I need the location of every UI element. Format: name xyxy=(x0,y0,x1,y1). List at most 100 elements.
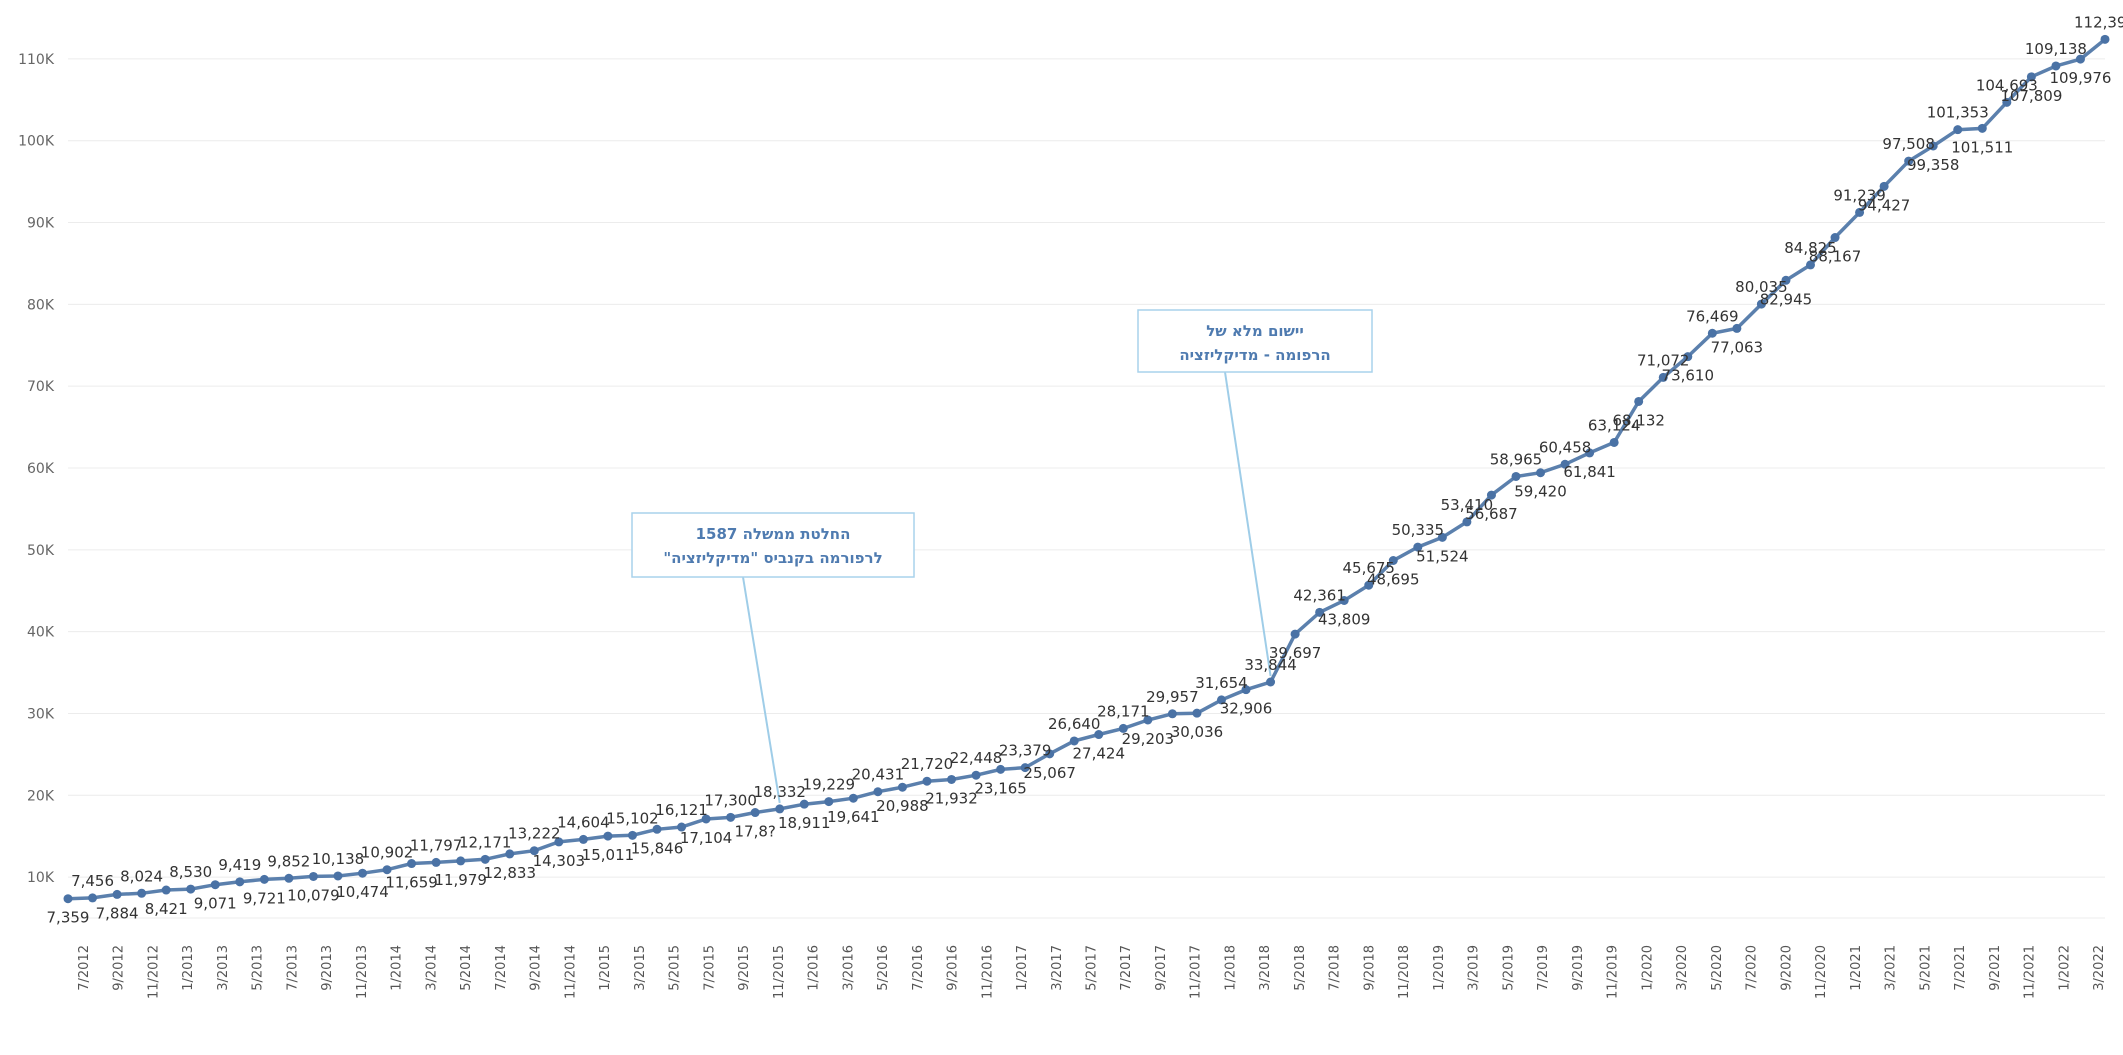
x-tick-label: 3/2017 xyxy=(1050,945,1065,991)
data-label: 12,833 xyxy=(484,864,537,882)
x-tick-label: 3/2022 xyxy=(2092,945,2107,991)
data-label: 50,335 xyxy=(1392,521,1445,539)
data-point xyxy=(88,893,98,903)
data-point xyxy=(873,787,883,797)
data-point xyxy=(1462,517,1472,527)
x-tick-label: 5/2013 xyxy=(251,945,266,991)
data-point xyxy=(677,822,687,832)
x-tick-label: 5/2019 xyxy=(1501,945,1516,991)
x-tick-label: 11/2021 xyxy=(2023,945,2038,999)
data-label: 45,675 xyxy=(1342,559,1395,577)
y-tick-label: 100K xyxy=(18,134,55,150)
x-tick-label: 9/2021 xyxy=(1988,945,2003,991)
x-tick-label: 3/2016 xyxy=(841,945,856,991)
data-label: 42,361 xyxy=(1293,586,1346,604)
x-tick-label: 7/2012 xyxy=(77,945,92,991)
data-point xyxy=(2100,34,2110,44)
data-label: 18,332 xyxy=(753,783,806,801)
data-point xyxy=(1241,685,1251,695)
data-point xyxy=(578,834,588,844)
annotation-arrows xyxy=(742,371,1272,804)
x-tick-label: 3/2014 xyxy=(424,945,439,991)
data-label: 10,902 xyxy=(361,844,414,862)
x-tick-label: 1/2017 xyxy=(1015,945,1030,991)
data-point xyxy=(308,871,318,881)
y-tick-label: 60K xyxy=(27,461,55,477)
data-point xyxy=(1536,468,1546,478)
data-label: 73,610 xyxy=(1662,367,1715,385)
data-point xyxy=(848,793,858,803)
x-tick-label: 7/2019 xyxy=(1536,945,1551,991)
data-label: 9,852 xyxy=(267,852,310,870)
data-point xyxy=(505,849,515,859)
data-point xyxy=(652,824,662,834)
data-label: 17,8? xyxy=(734,823,775,841)
data-point xyxy=(1953,125,1963,135)
data-label: 33,844 xyxy=(1244,656,1297,674)
data-point xyxy=(1437,532,1447,542)
x-tick-label: 11/2014 xyxy=(563,945,578,999)
y-tick-label: 50K xyxy=(27,543,55,559)
data-label: 20,431 xyxy=(852,766,905,784)
data-label: 63,124 xyxy=(1588,416,1641,434)
data-point xyxy=(2026,72,2036,82)
data-label: 14,303 xyxy=(533,852,586,870)
x-tick-label: 11/2015 xyxy=(772,945,787,999)
data-label: 56,687 xyxy=(1465,505,1518,523)
data-point xyxy=(1167,709,1177,719)
data-label: 104,693 xyxy=(1976,76,2038,94)
data-point xyxy=(1511,471,1521,481)
data-point xyxy=(235,877,245,887)
data-point xyxy=(1928,141,1938,151)
x-tick-label: 9/2013 xyxy=(320,945,335,991)
data-label: 84,825 xyxy=(1784,239,1837,257)
x-tick-label: 1/2016 xyxy=(807,945,822,991)
x-tick-label: 9/2019 xyxy=(1571,945,1586,991)
data-point xyxy=(1364,580,1374,590)
data-point xyxy=(1830,233,1840,243)
data-label: 61,841 xyxy=(1563,463,1616,481)
x-tick-label: 1/2020 xyxy=(1640,945,1655,991)
y-tick-label: 10K xyxy=(27,870,55,886)
data-point xyxy=(1805,260,1815,270)
data-label: 14,604 xyxy=(557,813,610,831)
x-tick-label: 1/2013 xyxy=(181,945,196,991)
x-tick-label: 3/2019 xyxy=(1467,945,1482,991)
data-label: 8,421 xyxy=(145,900,188,918)
series-line xyxy=(67,38,2107,901)
data-label: 71,072 xyxy=(1637,351,1690,369)
data-label: 21,720 xyxy=(901,755,954,773)
x-tick-label: 5/2020 xyxy=(1710,945,1725,991)
x-tick-label: 5/2016 xyxy=(876,945,891,991)
data-point xyxy=(750,808,760,818)
data-point xyxy=(1118,723,1128,733)
data-label: 31,654 xyxy=(1195,674,1248,692)
data-label: 82,945 xyxy=(1760,290,1813,308)
data-label: 91,239 xyxy=(1833,186,1886,204)
x-tick-label: 1/2021 xyxy=(1849,945,1864,991)
data-label: 19,229 xyxy=(803,776,856,794)
y-tick-label: 80K xyxy=(27,297,55,313)
data-label: 68,132 xyxy=(1612,411,1665,429)
x-tick-label: 11/2013 xyxy=(355,945,370,999)
data-point xyxy=(897,782,907,792)
data-label: 9,721 xyxy=(243,889,286,907)
data-point xyxy=(603,831,613,841)
x-tick-label: 5/2014 xyxy=(459,945,474,991)
data-label: 11,979 xyxy=(434,871,487,889)
annotation-arrow xyxy=(742,576,781,804)
data-labels: 7,359 7,456 7,884 8,024 8,421 8,530 9,071 9,419… xyxy=(47,13,2123,926)
data-label: 107,809 xyxy=(2000,87,2062,105)
x-tick-label: 11/2020 xyxy=(1814,945,1829,999)
data-label: 99,358 xyxy=(1907,156,1960,174)
data-point xyxy=(726,812,736,822)
data-point xyxy=(480,854,490,864)
data-label: 76,469 xyxy=(1686,307,1739,325)
data-point xyxy=(1069,736,1079,746)
data-point xyxy=(2075,54,2085,64)
data-point xyxy=(1707,328,1717,338)
data-point xyxy=(824,797,834,807)
data-label: 59,420 xyxy=(1514,483,1567,501)
x-tick-label: 3/2013 xyxy=(216,945,231,991)
